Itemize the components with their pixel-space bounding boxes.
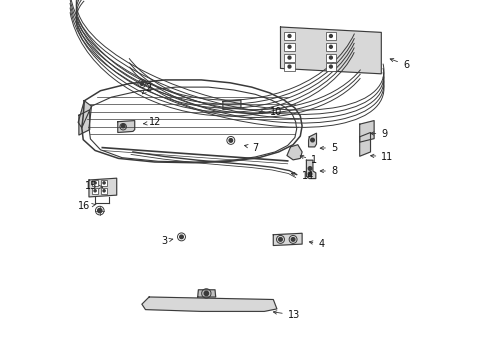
Circle shape: [329, 45, 332, 48]
Bar: [92, 180, 98, 186]
Circle shape: [98, 208, 102, 213]
Circle shape: [140, 82, 143, 85]
Text: 1: 1: [300, 155, 317, 165]
Circle shape: [228, 139, 232, 142]
Bar: [325, 32, 335, 40]
Circle shape: [287, 56, 290, 59]
Text: 9: 9: [370, 129, 386, 139]
Circle shape: [94, 182, 96, 184]
Bar: [325, 43, 335, 51]
Text: 3: 3: [161, 236, 172, 246]
Text: 5: 5: [320, 143, 336, 153]
Polygon shape: [306, 160, 315, 179]
Circle shape: [329, 35, 332, 37]
Bar: [284, 43, 294, 51]
Polygon shape: [286, 145, 302, 160]
Text: 12: 12: [143, 117, 161, 127]
Text: 16: 16: [78, 201, 96, 211]
Polygon shape: [359, 121, 373, 142]
Circle shape: [310, 138, 314, 142]
Bar: [92, 188, 98, 194]
Circle shape: [121, 124, 125, 128]
Text: 6: 6: [389, 59, 408, 70]
Circle shape: [287, 45, 290, 48]
Circle shape: [179, 235, 183, 239]
Circle shape: [103, 190, 105, 192]
Circle shape: [291, 238, 294, 241]
Text: 13: 13: [273, 310, 299, 320]
Text: 2: 2: [142, 83, 151, 94]
Polygon shape: [308, 133, 316, 147]
Polygon shape: [79, 110, 89, 135]
Polygon shape: [142, 297, 276, 311]
Bar: [284, 54, 294, 62]
Text: 4: 4: [309, 239, 324, 249]
Polygon shape: [78, 101, 91, 128]
Bar: [325, 63, 335, 71]
Bar: [325, 54, 335, 62]
Circle shape: [278, 238, 282, 241]
Circle shape: [287, 65, 290, 68]
Polygon shape: [89, 178, 117, 197]
Text: 14: 14: [291, 171, 314, 181]
Text: 8: 8: [320, 166, 336, 176]
Circle shape: [204, 291, 208, 296]
Polygon shape: [359, 132, 370, 156]
Text: 10: 10: [259, 107, 282, 117]
Polygon shape: [197, 290, 215, 297]
Bar: [284, 63, 294, 71]
Polygon shape: [223, 100, 241, 109]
Polygon shape: [280, 27, 381, 74]
Text: 11: 11: [370, 152, 393, 162]
Circle shape: [103, 182, 105, 184]
Text: 7: 7: [244, 143, 258, 153]
Circle shape: [94, 190, 96, 192]
Circle shape: [329, 65, 332, 68]
Circle shape: [287, 35, 290, 37]
Text: 15: 15: [84, 181, 102, 192]
Bar: [101, 180, 107, 186]
Bar: [101, 188, 107, 194]
Circle shape: [329, 56, 332, 59]
Bar: [284, 32, 294, 40]
Polygon shape: [273, 233, 302, 246]
Polygon shape: [118, 121, 134, 132]
Circle shape: [307, 172, 311, 176]
Circle shape: [307, 167, 311, 170]
